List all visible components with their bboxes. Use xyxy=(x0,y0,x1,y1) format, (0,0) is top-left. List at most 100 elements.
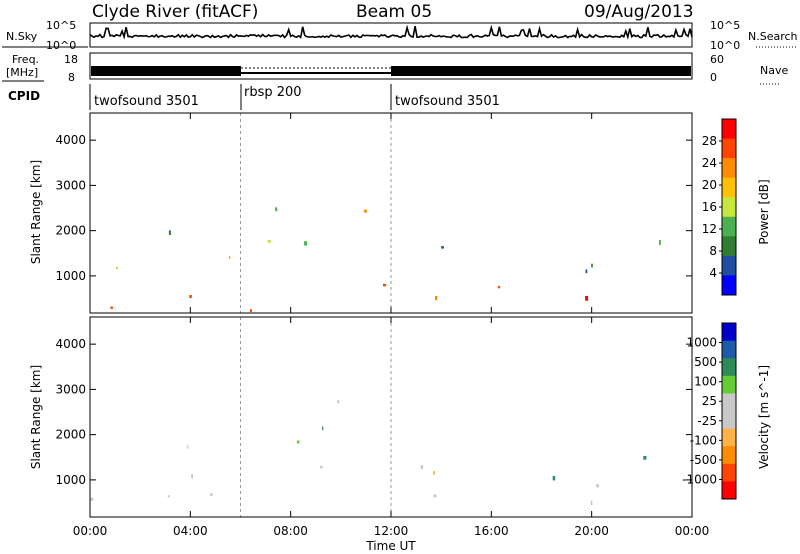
nsearch-label: N.Search xyxy=(748,30,798,43)
power-cell xyxy=(441,246,444,249)
freq-tick-bottom: 8 xyxy=(68,71,75,84)
nave-label: Nave xyxy=(760,64,788,77)
cpid-panel: CPID twofsound 3501 rbsp 200 twofsound 3… xyxy=(8,84,500,110)
power-cell xyxy=(275,207,278,212)
velocity-colorbar: 1000 500 100 25 -25 -100 -500 -1000 xyxy=(682,322,737,500)
power-cell xyxy=(585,269,588,274)
power-cell xyxy=(659,240,661,245)
velocity-cell xyxy=(552,476,556,481)
beam-title: Beam 05 xyxy=(356,2,432,22)
power-colorbar-swatch xyxy=(722,158,736,179)
x-tick-label: 00:00 xyxy=(675,524,710,538)
velocity-colorbar-swatch xyxy=(722,323,736,342)
freq-tick-top: 18 xyxy=(64,53,78,66)
x-tick-label: 08:00 xyxy=(273,524,308,538)
velocity-plot: 1000 2000 3000 4000 Slant Range [km] xyxy=(29,316,693,518)
velocity-colorbar-swatch xyxy=(722,446,736,465)
power-colorbar-tick: 8 xyxy=(709,244,717,258)
velocity-cell xyxy=(296,440,300,444)
x-tick-label: 12:00 xyxy=(374,524,409,538)
velocity-cell xyxy=(167,495,170,498)
power-colorbar-swatch xyxy=(722,275,736,296)
freq-unit-label: [MHz] xyxy=(6,66,38,79)
velocity-cell xyxy=(322,426,324,431)
power-cell xyxy=(189,295,192,298)
power-plot: 1000 2000 3000 4000 Slant Range [km] xyxy=(29,112,693,314)
velocity-cell xyxy=(433,471,435,475)
x-tick-label: 04:00 xyxy=(173,524,208,538)
nave-tick-bottom: 0 xyxy=(710,71,717,84)
freq-band-1 xyxy=(91,66,241,76)
velocity-ytick-label: 3000 xyxy=(55,382,86,396)
cpid-segment-2: rbsp 200 xyxy=(244,85,302,100)
power-colorbar: 4 8 12 16 20 24 28 xyxy=(702,118,737,296)
velocity-colorbar-swatch xyxy=(722,481,736,500)
power-ytick-label: 4000 xyxy=(55,133,86,147)
velocity-cell xyxy=(596,484,599,488)
nsearch-tick-bottom: 10^0 xyxy=(710,39,740,52)
velocity-cell xyxy=(187,444,189,449)
velocity-data-cells xyxy=(90,317,647,517)
x-tick-label: 00:00 xyxy=(73,524,108,538)
velocity-cell xyxy=(320,465,323,469)
x-tick-label: 20:00 xyxy=(574,524,609,538)
power-colorbar-swatch xyxy=(722,236,736,257)
power-cell xyxy=(364,209,367,213)
velocity-cell xyxy=(590,500,593,505)
x-tick-label: 16:00 xyxy=(474,524,509,538)
freq-band-3 xyxy=(391,66,691,76)
power-data-cells xyxy=(110,113,661,313)
power-colorbar-tick: 20 xyxy=(702,178,717,192)
power-colorbar-tick: 4 xyxy=(709,266,717,280)
velocity-cell xyxy=(420,465,424,469)
velocity-ytick-label: 2000 xyxy=(55,428,86,442)
power-cell xyxy=(228,256,231,259)
power-colorbar-swatch xyxy=(722,216,736,237)
power-colorbar-swatch xyxy=(722,177,736,198)
velocity-colorbar-swatch xyxy=(722,393,736,412)
freq-label: Freq. xyxy=(12,53,39,66)
velocity-colorbar-tick: -100 xyxy=(690,433,717,447)
velocity-cell xyxy=(337,400,340,404)
velocity-cell xyxy=(191,474,193,479)
power-colorbar-swatch xyxy=(722,255,736,276)
velocity-cell xyxy=(210,493,213,496)
power-colorbar-swatch xyxy=(722,138,736,159)
power-cell xyxy=(110,306,113,309)
power-colorbar-tick: 28 xyxy=(702,134,717,148)
power-cell xyxy=(116,266,118,269)
freq-panel: Freq. [MHz] 18 8 60 0 Nave xyxy=(2,52,788,85)
power-cell xyxy=(304,241,308,246)
nsky-trace xyxy=(89,24,693,40)
velocity-colorbar-swatch xyxy=(722,463,736,482)
power-ytick-label: 3000 xyxy=(55,178,86,192)
power-colorbar-swatch xyxy=(722,119,736,140)
velocity-colorbar-tick: -25 xyxy=(697,414,717,428)
nsearch-tick-top: 10^5 xyxy=(710,19,740,32)
power-cell xyxy=(435,295,438,301)
cpid-segment-3: twofsound 3501 xyxy=(395,94,500,109)
nsky-tick-bottom: 10^0 xyxy=(46,39,76,52)
velocity-colorbar-swatch xyxy=(722,375,736,394)
velocity-cell xyxy=(643,456,647,460)
cpid-label: CPID xyxy=(8,89,40,103)
power-colorbar-tick: 16 xyxy=(702,200,717,214)
power-ylabel: Slant Range [km] xyxy=(29,160,43,264)
velocity-colorbar-swatch xyxy=(722,340,736,359)
velocity-colorbar-tick: 100 xyxy=(694,375,717,389)
power-colorbar-tick: 24 xyxy=(702,156,717,170)
power-cell xyxy=(250,309,252,313)
power-cell xyxy=(168,230,171,235)
x-axis: 00:00 04:00 08:00 12:00 16:00 20:00 00:00 xyxy=(73,113,710,538)
cpid-segment-1: twofsound 3501 xyxy=(94,94,199,109)
x-axis-label: Time UT xyxy=(365,539,416,553)
power-ytick-label: 1000 xyxy=(55,269,86,283)
velocity-colorbar-tick: 25 xyxy=(702,394,717,408)
power-colorbar-tick: 12 xyxy=(702,222,717,236)
power-ytick-label: 2000 xyxy=(55,224,86,238)
nsky-panel: N.Sky 10^5 10^0 10^5 10^0 N.Search xyxy=(2,19,798,52)
station-title: Clyde River (fitACF) xyxy=(92,2,258,22)
velocity-colorbar-swatch xyxy=(722,411,736,430)
power-cell xyxy=(585,296,589,301)
